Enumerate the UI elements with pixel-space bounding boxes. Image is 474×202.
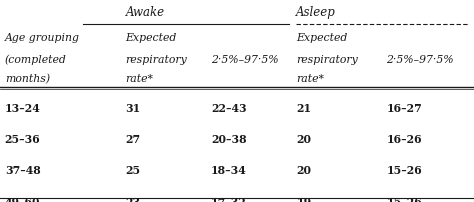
Text: respiratory: respiratory [296,55,358,64]
Text: rate*: rate* [296,74,324,84]
Text: 15–26: 15–26 [386,165,422,176]
Text: rate*: rate* [126,74,154,84]
Text: 22–43: 22–43 [211,102,246,113]
Text: (completed: (completed [5,55,67,65]
Text: 19: 19 [296,196,311,202]
Text: Awake: Awake [126,6,165,19]
Text: 23: 23 [126,196,141,202]
Text: Expected: Expected [296,33,347,43]
Text: Age grouping: Age grouping [5,33,80,43]
Text: 21: 21 [296,102,311,113]
Text: 37–48: 37–48 [5,165,40,176]
Text: 2·5%–97·5%: 2·5%–97·5% [211,55,279,64]
Text: Expected: Expected [126,33,177,43]
Text: 49–60: 49–60 [5,196,40,202]
Text: Asleep: Asleep [296,6,336,19]
Text: respiratory: respiratory [126,55,187,64]
Text: months): months) [5,74,50,84]
Text: 13–24: 13–24 [5,102,40,113]
Text: 20–38: 20–38 [211,133,246,144]
Text: 16–26: 16–26 [386,133,422,144]
Text: 20: 20 [296,133,311,144]
Text: 25: 25 [126,165,141,176]
Text: 25–36: 25–36 [5,133,40,144]
Text: 2·5%–97·5%: 2·5%–97·5% [386,55,454,64]
Text: 15–26: 15–26 [386,196,422,202]
Text: 27: 27 [126,133,141,144]
Text: 20: 20 [296,165,311,176]
Text: 31: 31 [126,102,141,113]
Text: 16–27: 16–27 [386,102,422,113]
Text: 17–32: 17–32 [211,196,247,202]
Text: 18–34: 18–34 [211,165,246,176]
